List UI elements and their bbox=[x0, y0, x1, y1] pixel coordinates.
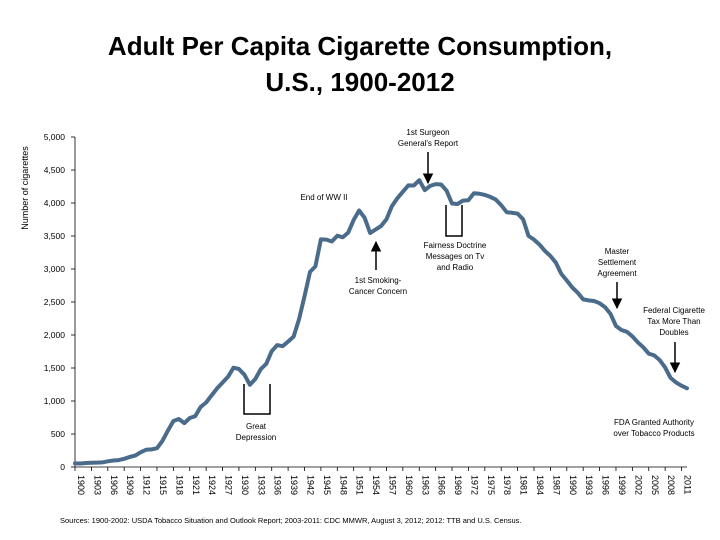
y-tick-label: 500 bbox=[51, 429, 65, 439]
x-tick-label: 1909 bbox=[125, 475, 135, 495]
annotation-depression-line2: Depression bbox=[236, 433, 276, 442]
title-line-1: Adult Per Capita Cigarette Consumption, bbox=[107, 31, 613, 61]
annotation-msa-line2: Settlement bbox=[598, 258, 637, 267]
annotation-surgeon-general-line2: General's Report bbox=[398, 139, 459, 148]
bracket-fairness-doctrine bbox=[445, 205, 463, 237]
x-tick-label: 1903 bbox=[92, 475, 102, 495]
y-tick-label: 2,000 bbox=[44, 330, 66, 340]
y-tick-label: 3,500 bbox=[44, 231, 66, 241]
chart-title: Adult Per Capita Cigarette Consumption, … bbox=[0, 28, 720, 100]
annotation-fed-tax-line2: Tax More Than bbox=[647, 317, 700, 326]
annotation-fed-tax-line3: Doubles bbox=[659, 328, 688, 337]
annotation-end-ww2: End of WW II bbox=[300, 193, 347, 202]
x-tick-label: 1930 bbox=[240, 475, 250, 495]
annotation-smoking-cancer-line2: Cancer Concern bbox=[349, 287, 407, 296]
x-tick-label: 1999 bbox=[617, 475, 627, 495]
annotation-msa-line1: Master bbox=[605, 247, 630, 256]
y-tick-label: 4,000 bbox=[44, 198, 66, 208]
x-tick-label: 2011 bbox=[683, 475, 693, 494]
x-tick-label: 1978 bbox=[502, 475, 512, 495]
y-tick-label: 1,500 bbox=[44, 363, 66, 373]
x-tick-label: 1990 bbox=[568, 475, 578, 495]
x-tick-label: 1927 bbox=[224, 475, 234, 495]
y-axis-label: Number of cigarettes bbox=[20, 146, 30, 230]
x-tick-label: 1975 bbox=[486, 475, 496, 495]
source-note: Sources: 1900-2002: USDA Tobacco Situati… bbox=[60, 516, 522, 525]
x-tick-label: 1966 bbox=[437, 475, 447, 495]
x-tick-label: 1981 bbox=[519, 475, 529, 495]
consumption-line bbox=[73, 178, 689, 466]
annotation-fairness-line2: Messages on Tv bbox=[426, 252, 485, 261]
annotation-fda-line2: over Tobacco Products bbox=[613, 429, 694, 438]
x-tick-label: 1936 bbox=[273, 475, 283, 495]
y-tick-label: 5,000 bbox=[44, 132, 66, 142]
x-tick-label: 1933 bbox=[256, 475, 266, 495]
x-tick-label: 1984 bbox=[535, 475, 545, 495]
annotation-fed-tax-line1: Federal Cigarette bbox=[643, 306, 705, 315]
x-tick-label: 1912 bbox=[142, 475, 152, 495]
x-tick-label: 1945 bbox=[322, 475, 332, 495]
x-tick-label: 2008 bbox=[666, 475, 676, 495]
x-tick-label: 1900 bbox=[76, 475, 86, 495]
annotation-surgeon-general-line1: 1st Surgeon bbox=[406, 128, 449, 137]
title-line-2: U.S., 1900-2012 bbox=[265, 67, 455, 97]
y-tick-label: 4,500 bbox=[44, 165, 66, 175]
x-tick-label: 1924 bbox=[207, 475, 217, 495]
annotation-depression-line1: Great bbox=[246, 422, 267, 431]
y-tick-label: 1,000 bbox=[44, 396, 66, 406]
x-tick-label: 1957 bbox=[387, 475, 397, 495]
x-tick-label: 1915 bbox=[158, 475, 168, 495]
annotation-fairness-line1: Fairness Doctrine bbox=[424, 241, 487, 250]
annotation-smoking-cancer-line1: 1st Smoking- bbox=[355, 276, 402, 285]
x-tick-label: 1963 bbox=[420, 475, 430, 495]
x-tick-label: 1993 bbox=[584, 475, 594, 495]
x-tick-label: 1960 bbox=[404, 475, 414, 495]
x-tick-label: 1921 bbox=[191, 475, 201, 495]
bracket-great-depression bbox=[243, 384, 271, 415]
y-tick-label: 2,500 bbox=[44, 297, 66, 307]
x-tick-label: 1969 bbox=[453, 475, 463, 495]
x-tick-label: 1972 bbox=[469, 475, 479, 495]
annotation-fairness-line3: and Radio bbox=[437, 263, 474, 272]
x-tick-label: 2002 bbox=[633, 475, 643, 495]
y-tick-label: 0 bbox=[60, 462, 65, 472]
x-tick-label: 1996 bbox=[601, 475, 611, 495]
x-tick-label: 2005 bbox=[650, 475, 660, 495]
y-tick-label: 3,000 bbox=[44, 264, 66, 274]
x-tick-label: 1939 bbox=[289, 475, 299, 495]
x-tick-label: 1951 bbox=[355, 475, 365, 495]
x-tick-label: 1942 bbox=[306, 475, 316, 495]
x-tick-label: 1987 bbox=[551, 475, 561, 495]
x-tick-label: 1918 bbox=[174, 475, 184, 495]
x-tick-label: 1948 bbox=[338, 475, 348, 495]
x-tick-label: 1906 bbox=[109, 475, 119, 495]
annotation-fda-line1: FDA Granted Authority bbox=[614, 418, 694, 427]
annotation-msa-line3: Agreement bbox=[597, 269, 637, 278]
x-tick-label: 1954 bbox=[371, 475, 381, 495]
